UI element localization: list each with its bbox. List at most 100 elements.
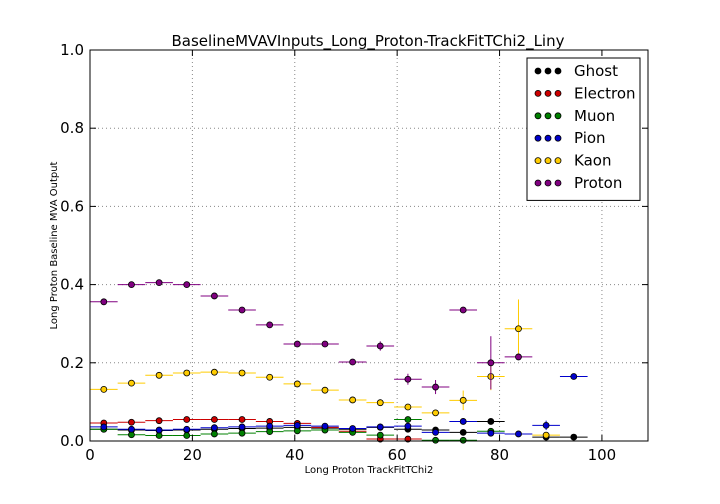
data-point — [100, 423, 108, 431]
legend-marker — [544, 179, 552, 187]
data-point — [404, 422, 412, 430]
x-tick-label: 0 — [85, 446, 95, 464]
y-tick-label: 0.4 — [60, 276, 84, 294]
legend-marker — [554, 157, 562, 165]
y-tick-label: 0.6 — [60, 197, 84, 215]
data-point — [238, 306, 246, 314]
data-point — [210, 430, 218, 438]
legend-label: Proton — [574, 174, 622, 192]
data-point — [183, 432, 191, 439]
data-point — [542, 421, 550, 429]
data-point — [183, 369, 191, 377]
data-point — [404, 416, 412, 423]
data-point — [459, 418, 467, 425]
legend-marker — [534, 90, 542, 97]
series-pion — [90, 373, 588, 438]
data-point — [459, 436, 467, 444]
data-point — [376, 431, 384, 439]
data-point — [459, 396, 467, 404]
data-point — [376, 399, 384, 407]
legend-marker — [544, 90, 552, 97]
legend-label: Kaon — [574, 152, 611, 170]
data-point — [515, 353, 522, 361]
data-point — [349, 396, 357, 404]
x-tick-label: 40 — [285, 446, 304, 464]
legend-marker — [534, 157, 542, 165]
y-tick-label: 0.2 — [60, 354, 84, 372]
data-point — [459, 306, 467, 314]
legend-box — [526, 57, 641, 201]
legend-marker — [544, 157, 552, 165]
legend-label: Electron — [574, 84, 636, 102]
series-proton — [90, 279, 533, 395]
data-point — [376, 342, 384, 350]
data-point — [238, 416, 246, 423]
data-point — [128, 425, 135, 433]
data-point — [128, 418, 135, 426]
legend-item-proton: Proton — [534, 174, 622, 192]
axis-ticks: 0 20 40 60 80 100 0.0 0.2 0.4 0.6 0.8 1.0 — [60, 41, 648, 464]
data-point — [210, 424, 218, 432]
data-point — [432, 383, 439, 391]
legend-label: Muon — [574, 107, 615, 125]
legend-marker — [554, 67, 562, 75]
x-tick-label: 100 — [588, 446, 617, 464]
data-point — [542, 431, 550, 439]
data-point — [155, 417, 163, 425]
data-point — [100, 385, 108, 393]
legend-marker — [544, 67, 552, 75]
x-tick-label: 80 — [490, 446, 509, 464]
legend-label: Ghost — [574, 62, 618, 80]
data-point — [432, 409, 439, 417]
plot-frame — [89, 49, 649, 442]
y-tick-label: 0.8 — [60, 119, 84, 137]
data-point — [238, 429, 246, 437]
legend-item-electron: Electron — [534, 84, 636, 102]
legend-marker — [554, 134, 562, 142]
data-point — [183, 425, 191, 433]
data-point — [515, 325, 522, 333]
legend-marker — [544, 134, 552, 142]
data-point — [155, 426, 163, 434]
data-point — [487, 418, 495, 425]
data-point — [266, 321, 274, 329]
plot-marks — [90, 279, 588, 444]
data-point — [570, 373, 578, 380]
data-point — [293, 380, 301, 388]
legend-item-ghost: Ghost — [534, 62, 618, 80]
data-point — [238, 423, 246, 431]
data-point — [210, 368, 218, 376]
legend-marker — [554, 179, 562, 187]
data-point — [183, 281, 191, 289]
x-axis-label: Long Proton TrackFitTChi2 — [305, 465, 434, 476]
data-point — [321, 386, 329, 394]
legend-marker — [534, 112, 542, 120]
x-tick-label: 20 — [183, 446, 202, 464]
y-tick-label: 1.0 — [60, 41, 84, 59]
legend-item-kaon: Kaon — [534, 152, 611, 170]
data-point — [155, 371, 163, 379]
data-point — [238, 369, 246, 377]
data-point — [266, 373, 274, 381]
legend-label: Pion — [574, 129, 606, 147]
legend-marker — [534, 67, 542, 75]
data-point — [210, 292, 218, 300]
legend-marker — [534, 134, 542, 142]
data-point — [459, 428, 467, 436]
x-tick-label: 60 — [388, 446, 407, 464]
data-point — [487, 429, 495, 437]
data-point — [349, 425, 357, 432]
data-point — [293, 421, 301, 429]
data-point — [404, 375, 412, 383]
legend-item-pion: Pion — [534, 129, 606, 147]
data-point — [321, 340, 329, 348]
data-point — [155, 279, 163, 287]
data-point — [432, 436, 439, 444]
data-point — [210, 416, 218, 423]
data-point — [183, 416, 191, 423]
legend-marker — [534, 179, 542, 187]
legend-marker — [544, 112, 552, 120]
legend-marker — [554, 90, 562, 97]
y-axis-label: Long Proton Baseline MVA Output — [49, 161, 60, 329]
